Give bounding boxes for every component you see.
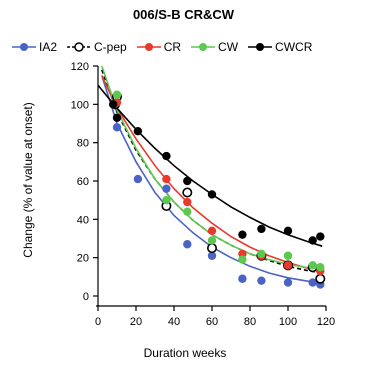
data-point-cwcr: [112, 113, 122, 122]
chart-title: 006/S-B CR&CW: [132, 7, 235, 22]
legend-marker-c-pep: [67, 42, 92, 52]
data-point-cwcr: [109, 100, 118, 109]
legend-marker-cw: [191, 43, 216, 51]
data-point-cw: [207, 236, 217, 245]
data-point-ia2: [257, 276, 266, 285]
data-point-ia2: [308, 278, 317, 287]
y-tick-label: 60: [77, 176, 89, 188]
data-point-cr: [283, 261, 293, 270]
legend-label-c-pep: C-pep: [94, 40, 127, 54]
y-tick-label: 20: [77, 253, 89, 265]
x-axis-label: Duration weeks: [143, 346, 227, 360]
data-point-ia2: [207, 251, 217, 260]
data-point-c-pep: [315, 273, 326, 284]
legend-label-ia2: IA2: [39, 40, 58, 54]
legend-item-c-pep: C-pep: [67, 40, 127, 54]
data-point-cw: [308, 261, 317, 270]
data-point-cr: [207, 226, 217, 236]
y-tick-label: 40: [77, 214, 89, 226]
legend-marker-ia2: [12, 43, 36, 51]
data-point-cwcr: [308, 236, 317, 245]
x-tick-label: 60: [206, 316, 218, 328]
data-point-cw: [283, 251, 293, 260]
y-tick-label: 120: [71, 61, 89, 73]
data-point-ia2: [133, 174, 143, 184]
x-tick-label: 120: [317, 316, 335, 328]
data-point-cwcr: [133, 126, 143, 136]
data-point-ia2: [112, 123, 122, 132]
data-point-cw: [316, 263, 325, 272]
data-point-ia2: [238, 274, 247, 283]
y-axis-label: Change (% of value at onset): [21, 102, 35, 258]
x-tick-label: 0: [95, 316, 101, 328]
data-point-c-pep: [207, 243, 218, 254]
legend-label-cr: CR: [163, 40, 182, 54]
legend-item-cw: CW: [191, 40, 238, 54]
legend-item-cr: CR: [136, 40, 182, 54]
x-tick-label: 40: [168, 316, 180, 328]
data-point-cw: [162, 195, 171, 205]
data-point-cw: [112, 90, 122, 99]
legend-marker-cr: [136, 43, 161, 51]
legend-item-ia2: IA2: [12, 40, 57, 54]
data-point-cwcr: [207, 190, 217, 199]
legend: IA2 C-pep CR CW CWCR: [12, 39, 322, 55]
data-point-ia2: [162, 184, 171, 193]
legend-label-cw: CW: [218, 40, 239, 54]
y-tick-label: 100: [71, 99, 89, 111]
data-point-c-pep: [182, 187, 193, 198]
x-tick-label: 100: [279, 316, 297, 328]
legend-marker-cwcr: [248, 43, 273, 51]
x-tick-label: 80: [244, 316, 256, 328]
data-point-cw: [183, 207, 192, 216]
data-point-ia2: [183, 240, 192, 249]
data-point-cr: [162, 174, 171, 184]
data-point-cwcr: [183, 176, 192, 186]
data-point-cwcr: [162, 151, 171, 161]
data-point-cr: [183, 197, 192, 207]
y-tick-label: 80: [77, 138, 89, 150]
legend-label-cwcr: CWCR: [275, 40, 313, 54]
data-point-ia2: [283, 278, 293, 287]
legend-item-cwcr: CWCR: [248, 40, 312, 54]
data-point-cw: [257, 249, 266, 259]
data-point-cwcr: [316, 232, 325, 241]
data-point-cwcr: [257, 224, 266, 234]
y-tick-label: 0: [83, 291, 89, 303]
fit-curve-c-pep: [101, 69, 323, 274]
data-point-cwcr: [283, 226, 293, 236]
data-point-cwcr: [238, 230, 247, 239]
data-point-cr: [238, 249, 247, 259]
data-point-cw: [238, 255, 247, 264]
x-tick-label: 20: [130, 316, 142, 328]
